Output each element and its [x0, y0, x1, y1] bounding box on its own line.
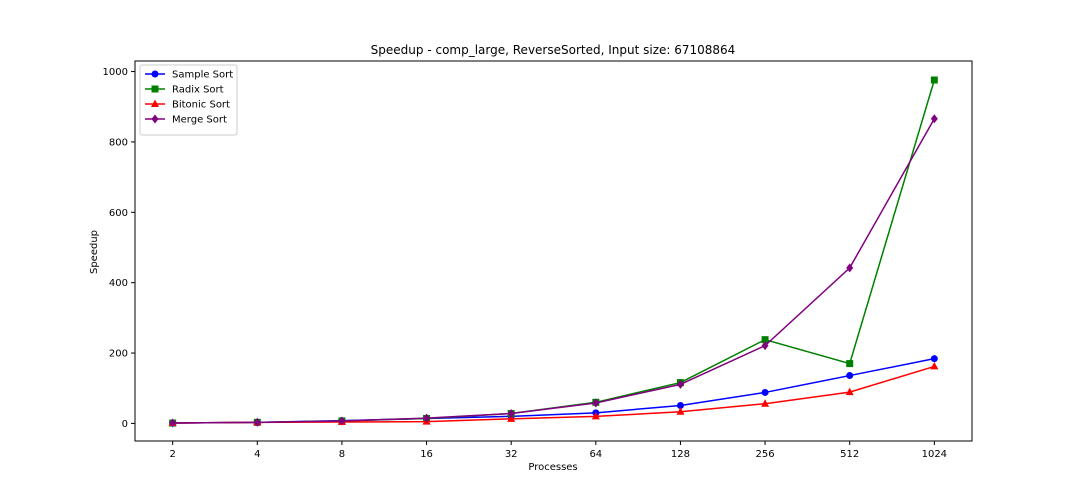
data-point-bitonic-sort — [591, 411, 600, 420]
chart-title: Speedup - comp_large, ReverseSorted, Inp… — [371, 43, 736, 57]
data-point-merge-sort — [169, 418, 177, 428]
data-point-bitonic-sort — [845, 387, 854, 396]
legend-label-merge-sort: Merge Sort — [172, 115, 227, 126]
y-tick-label: 400 — [109, 278, 128, 289]
plot-area: 2 4 8 16 32 64 128 256 512 1024 0 200 400 600 800 1000 — [103, 60, 973, 460]
data-point-merge-sort — [338, 416, 346, 426]
y-tick-label: 600 — [109, 208, 128, 219]
data-point-bitonic-sort — [507, 414, 516, 422]
x-tick-label: 4 — [254, 449, 260, 460]
data-point-sample-sort — [930, 355, 938, 363]
legend: Sample Sort Radix Sort Bitonic Sort Merge S… — [139, 64, 238, 136]
data-point-radix-sort — [761, 336, 769, 344]
axes-frame — [134, 60, 973, 442]
series-merge-sort — [169, 114, 938, 428]
x-tick-label: 8 — [339, 449, 345, 460]
legend-marker-bitonic-sort — [151, 99, 159, 107]
data-point-bitonic-sort — [676, 407, 685, 415]
data-point-merge-sort — [930, 114, 938, 124]
data-point-merge-sort — [423, 413, 431, 423]
data-point-sample-sort — [761, 388, 769, 396]
x-tick-label: 16 — [420, 449, 433, 460]
data-point-radix-sort — [846, 360, 854, 368]
y-tick-label: 0 — [122, 419, 128, 430]
legend-marker-sample-sort — [151, 70, 159, 78]
legend-marker-merge-sort — [151, 114, 159, 124]
data-point-merge-sort — [761, 341, 769, 351]
x-tick-label: 2 — [169, 449, 175, 460]
series-line-merge-sort — [172, 118, 935, 424]
data-point-bitonic-sort — [930, 361, 939, 370]
x-tick-label: 128 — [671, 449, 690, 460]
x-tick-label: 1024 — [922, 449, 947, 460]
y-tick-label: 200 — [109, 349, 128, 360]
data-point-merge-sort — [846, 263, 854, 273]
data-point-bitonic-sort — [761, 399, 770, 407]
y-tick-label: 1000 — [103, 67, 128, 78]
data-point-merge-sort — [592, 398, 600, 408]
x-tick-label: 64 — [589, 449, 602, 460]
legend-box — [139, 64, 238, 136]
legend-marker-radix-sort — [151, 85, 159, 93]
data-point-merge-sort — [253, 417, 261, 427]
x-axis-label: Processes — [528, 462, 577, 473]
y-tick-label: 800 — [109, 137, 128, 148]
x-tick-label: 512 — [840, 449, 859, 460]
data-point-sample-sort — [846, 372, 854, 380]
data-point-radix-sort — [930, 76, 938, 84]
data-point-merge-sort — [507, 409, 515, 419]
data-point-sample-sort — [676, 401, 684, 409]
data-point-merge-sort — [676, 379, 684, 389]
legend-label-radix-sort: Radix Sort — [172, 85, 224, 96]
legend-label-sample-sort: Sample Sort — [172, 70, 233, 81]
x-tick-label: 256 — [756, 449, 775, 460]
legend-label-bitonic-sort: Bitonic Sort — [172, 100, 230, 111]
x-tick-label: 32 — [505, 449, 518, 460]
y-axis-label: Speedup — [89, 230, 100, 274]
